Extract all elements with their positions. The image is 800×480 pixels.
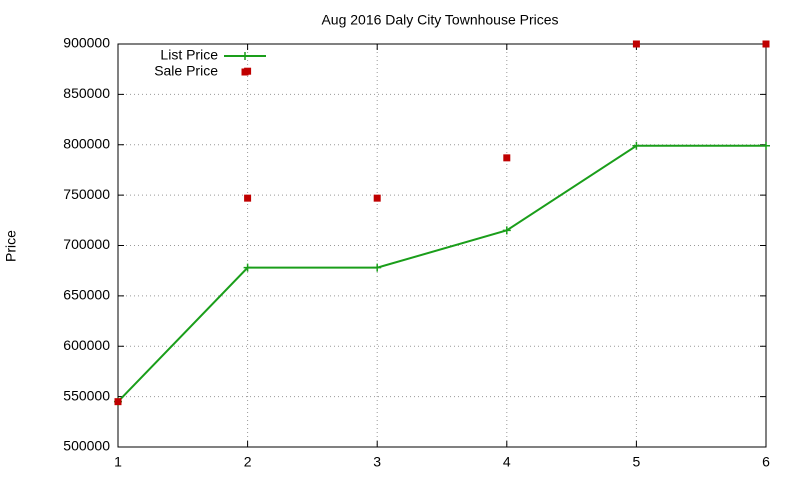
y-tick-label: 650000 [63,287,110,303]
legend-label: List Price [160,47,218,63]
point-marker [373,263,382,272]
y-tick-label: 850000 [63,85,110,101]
legend-marker [241,52,249,60]
legend-label: Sale Price [154,63,218,79]
x-tick-label: 5 [633,454,641,470]
y-tick-label: 900000 [63,35,110,51]
point-marker [503,154,511,162]
y-tick-label: 800000 [63,135,110,151]
chart-title: Aug 2016 Daly City Townhouse Prices [321,12,558,28]
point-marker [632,40,640,48]
point-marker [632,141,641,150]
legend-marker [241,68,249,76]
point-marker [502,226,511,235]
x-tick-label: 2 [244,454,252,470]
y-tick-label: 700000 [63,236,110,252]
point-marker [762,141,770,150]
x-tick-label: 4 [503,454,511,470]
plot-frame [117,43,767,448]
x-tick-label: 3 [373,454,381,470]
point-marker [373,194,381,202]
x-tick-label: 6 [762,454,770,470]
x-tick-label: 1 [114,454,122,470]
y-axis-label: Price [3,230,19,262]
point-marker [762,40,770,48]
point-marker [244,194,252,202]
point-marker [114,398,122,406]
y-tick-label: 750000 [63,186,110,202]
y-tick-label: 500000 [63,438,110,454]
y-tick-label: 600000 [63,337,110,353]
y-tick-label: 550000 [63,387,110,403]
series-line [117,144,766,403]
point-marker [243,263,252,272]
